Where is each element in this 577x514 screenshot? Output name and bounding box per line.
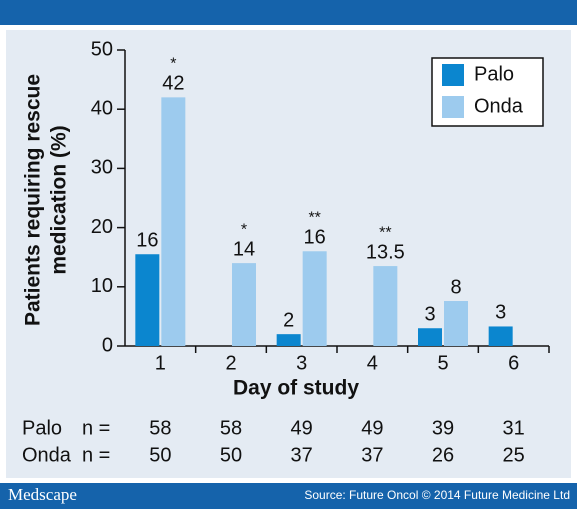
bar xyxy=(418,328,442,346)
n-row-name: Palo xyxy=(22,417,62,439)
n-value: 31 xyxy=(503,417,525,439)
x-tick-label: 1 xyxy=(155,352,166,374)
x-tick-label: 5 xyxy=(437,352,448,374)
n-value: 58 xyxy=(149,417,171,439)
y-tick-label: 0 xyxy=(102,334,113,356)
bar xyxy=(444,301,468,346)
source: Source: Future Oncol © 2014 Future Medic… xyxy=(304,488,570,502)
bar xyxy=(135,254,160,346)
value-label: 42 xyxy=(162,73,184,95)
y-tick-label: 40 xyxy=(91,97,113,119)
value-label: 16 xyxy=(136,230,158,252)
n-value: 37 xyxy=(361,444,383,466)
bar xyxy=(302,251,327,346)
n-value: 25 xyxy=(503,444,525,466)
bar xyxy=(488,326,513,346)
n-value: 37 xyxy=(291,444,313,466)
significance-mark: * xyxy=(241,221,247,238)
y-tick-label: 30 xyxy=(91,157,113,179)
significance-mark: ** xyxy=(379,224,391,241)
x-tick-label: 6 xyxy=(508,352,519,374)
y-axis-title: Patients requiring rescue xyxy=(22,74,45,326)
bar xyxy=(373,266,398,346)
y-tick-label: 10 xyxy=(91,275,113,297)
value-label: 14 xyxy=(233,238,255,260)
bar xyxy=(276,334,301,346)
legend-label: Palo xyxy=(474,63,514,85)
x-tick-label: 2 xyxy=(225,352,236,374)
legend-swatch xyxy=(442,96,464,118)
significance-mark: ** xyxy=(308,209,320,226)
brand: Medscape xyxy=(8,485,77,504)
legend-label: Onda xyxy=(474,95,524,117)
n-value: 49 xyxy=(291,417,313,439)
value-label: 8 xyxy=(450,276,461,298)
n-value: 58 xyxy=(220,417,242,439)
x-axis-title: Day of study xyxy=(233,377,359,400)
bar xyxy=(161,97,186,346)
value-label: 2 xyxy=(283,309,294,331)
value-label: 3 xyxy=(424,304,435,326)
n-row-name: Onda xyxy=(22,444,72,466)
x-tick-label: 3 xyxy=(296,352,307,374)
n-value: 50 xyxy=(220,444,242,466)
significance-mark: * xyxy=(170,56,176,73)
n-value: 39 xyxy=(432,417,454,439)
value-label: 16 xyxy=(304,227,326,249)
x-tick-label: 4 xyxy=(367,352,378,374)
top-bar xyxy=(0,0,577,25)
n-value: 26 xyxy=(432,444,454,466)
legend-swatch xyxy=(442,64,464,86)
y-tick-label: 50 xyxy=(91,38,113,60)
n-value: 49 xyxy=(361,417,383,439)
y-axis-title: medication (%) xyxy=(48,125,71,274)
y-tick-label: 20 xyxy=(91,216,113,238)
bar xyxy=(232,263,256,346)
n-row-prefix: n = xyxy=(82,444,110,466)
n-row-prefix: n = xyxy=(82,417,110,439)
n-value: 50 xyxy=(149,444,171,466)
value-label: 3 xyxy=(495,302,506,324)
bottom-bar xyxy=(0,483,577,509)
value-label: 13.5 xyxy=(366,241,405,263)
